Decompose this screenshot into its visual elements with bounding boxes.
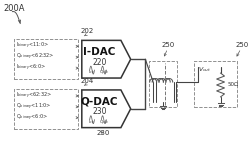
- Text: 230: 230: [96, 130, 110, 136]
- Text: 250: 250: [161, 42, 174, 48]
- Bar: [149, 61, 176, 107]
- Text: Q$_{clk}$: Q$_{clk}$: [99, 118, 109, 126]
- Text: 50Ω: 50Ω: [228, 83, 238, 87]
- Polygon shape: [82, 90, 131, 128]
- Text: Q$_{binary}$<6:0>: Q$_{binary}$<6:0>: [16, 113, 49, 123]
- Text: 220: 220: [92, 58, 106, 67]
- Text: Q$_{clk}$: Q$_{clk}$: [99, 69, 109, 76]
- Text: I$_{binary}$<11:0>: I$_{binary}$<11:0>: [16, 41, 50, 51]
- Bar: [194, 61, 237, 107]
- Text: 250: 250: [236, 42, 249, 48]
- Text: 230: 230: [92, 107, 107, 116]
- Text: I$_{binary}$<62:32>: I$_{binary}$<62:32>: [16, 91, 52, 101]
- Bar: [14, 39, 78, 79]
- Text: 204: 204: [80, 78, 93, 84]
- Bar: [14, 89, 78, 129]
- Text: Q-DAC: Q-DAC: [81, 97, 118, 107]
- Text: I$_{clk}$: I$_{clk}$: [88, 118, 96, 126]
- Text: I$_{binary}$<6:0>: I$_{binary}$<6:0>: [16, 63, 46, 73]
- Text: Q$_{binary}$<11:0>: Q$_{binary}$<11:0>: [16, 102, 52, 112]
- Text: $V_{out}$: $V_{out}$: [198, 65, 212, 74]
- Text: Q$_{binary}$<62:32>: Q$_{binary}$<62:32>: [16, 52, 55, 62]
- Text: 202: 202: [80, 28, 93, 34]
- Text: 200A: 200A: [4, 4, 25, 13]
- Text: I-DAC: I-DAC: [83, 47, 116, 57]
- Polygon shape: [82, 40, 131, 78]
- Text: I$_{clk}$: I$_{clk}$: [88, 68, 96, 76]
